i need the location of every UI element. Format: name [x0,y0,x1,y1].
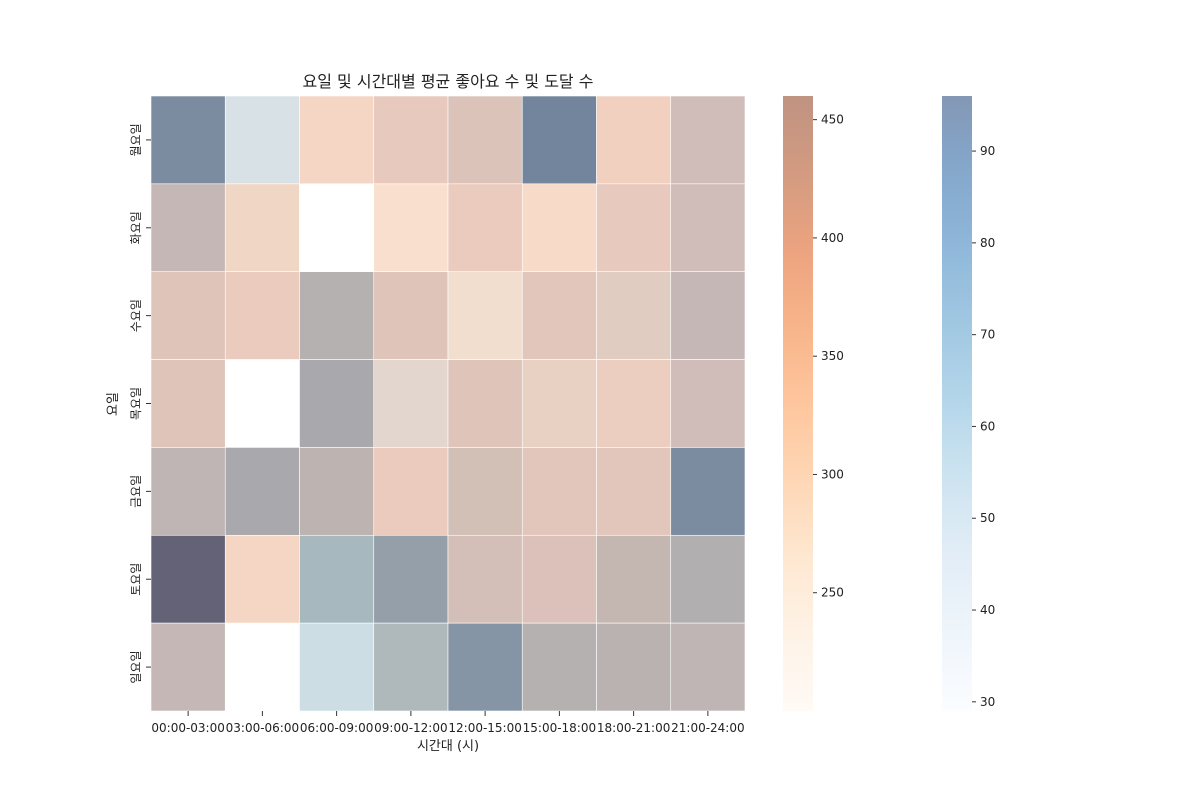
heatmap-cell [447,183,523,273]
colorbar-tick-label: 350 [821,349,844,363]
x-axis-label: 시간대 (시) [417,739,479,754]
x-tick-label: 15:00-18:00 [523,721,597,735]
heatmap-cells [150,95,746,712]
heatmap-cell [150,534,226,624]
heatmap-cell [521,447,597,536]
heatmap-cell [670,447,746,536]
x-tick-label: 18:00-21:00 [597,721,671,735]
heatmap-cell [299,271,375,360]
x-tick-label: 21:00-24:00 [671,721,745,735]
heatmap-cell [150,447,226,536]
colorbar-oranges: 250 300 350 400 450 [783,96,844,711]
colorbar-tick-label: 50 [980,511,995,525]
heatmap-cell [521,271,597,360]
y-axis-label: 요일 [106,392,121,416]
heatmap-cell [447,271,523,360]
heatmap-cell [596,447,672,536]
heatmap-cell [373,622,449,712]
heatmap-cell [224,183,300,273]
heatmap-cell [224,534,300,624]
heatmap-cell [521,622,597,712]
y-tick-label: 금요일 [129,475,143,508]
colorbar-tick-label: 40 [980,603,995,617]
heatmap-cell [373,359,449,448]
heatmap-cell [373,95,449,185]
heatmap-cell [670,271,746,360]
colorbar-tick-label: 400 [821,231,844,245]
heatmap-cell [670,622,746,712]
heatmap-cell [521,183,597,273]
colorbar-blues: 30 40 50 60 70 80 90 [942,96,995,711]
colorbar-tick-label: 80 [980,236,995,250]
heatmap-cell [299,622,375,712]
colorbar-tick-label: 70 [980,328,995,342]
colorbar-tick-label: 300 [821,467,844,481]
heatmap-cell [299,183,375,273]
heatmap-cell [373,271,449,360]
y-tick-label: 수요일 [129,299,143,332]
x-tick-label: 12:00-15:00 [448,721,522,735]
x-tick-label: 03:00-06:00 [226,721,300,735]
x-tick-label: 09:00-12:00 [374,721,448,735]
colorbar-oranges-ticks: 250 300 350 400 450 [813,113,844,600]
heatmap-cell [447,622,523,712]
heatmap-cell [299,447,375,536]
heatmap-cell [224,95,300,185]
y-tick-label: 목요일 [129,387,143,420]
heatmap-cell [670,183,746,273]
heatmap-cell [596,534,672,624]
heatmap-cell [299,534,375,624]
heatmap-cell [224,622,300,712]
heatmap-cell [150,183,226,273]
colorbar-tick-label: 60 [980,419,995,433]
heatmap-cell [150,95,226,185]
heatmap-cell [373,534,449,624]
colorbar-tick-label: 250 [821,586,844,600]
heatmap-cell [150,622,226,712]
colorbar-blues-bar [942,96,972,711]
heatmap-cell [521,359,597,448]
heatmap-cell [670,95,746,185]
y-tick-label: 토요일 [129,563,143,596]
x-axis-ticks: 00:00-03:00 03:00-06:00 06:00-09:00 09:00-1… [151,711,745,735]
heatmap-cell [596,183,672,273]
x-tick-label: 00:00-03:00 [151,721,225,735]
chart-title: 요일 및 시간대별 평균 좋아요 수 및 도달 수 [303,72,594,91]
colorbar-oranges-bar [783,96,813,711]
heatmap-cell [373,183,449,273]
heatmap-cell [150,271,226,360]
heatmap-cell [299,359,375,448]
heatmap-cell [670,359,746,448]
heatmap-cell [447,534,523,624]
y-tick-label: 화요일 [129,211,143,244]
heatmap-cell [299,95,375,185]
heatmap-cell [596,271,672,360]
y-tick-label: 월요일 [129,123,143,156]
heatmap-cell [150,359,226,448]
heatmap-cell [373,447,449,536]
colorbar-tick-label: 30 [980,695,995,709]
heatmap-cell [224,271,300,360]
heatmap-cell [224,359,300,448]
heatmap-cell [447,359,523,448]
y-tick-label: 일요일 [129,651,143,684]
heatmap-cell [521,534,597,624]
x-tick-label: 06:00-09:00 [300,721,374,735]
heatmap-cell [596,95,672,185]
heatmap-cell [447,447,523,536]
colorbar-blues-ticks: 30 40 50 60 70 80 90 [972,144,995,709]
heatmap-cell [670,534,746,624]
heatmap-cell [596,359,672,448]
heatmap-cell [447,95,523,185]
heatmap-cell [521,95,597,185]
heatmap-cell [596,622,672,712]
colorbar-tick-label: 450 [821,113,844,127]
heatmap-cell [224,447,300,536]
colorbar-tick-label: 90 [980,144,995,158]
